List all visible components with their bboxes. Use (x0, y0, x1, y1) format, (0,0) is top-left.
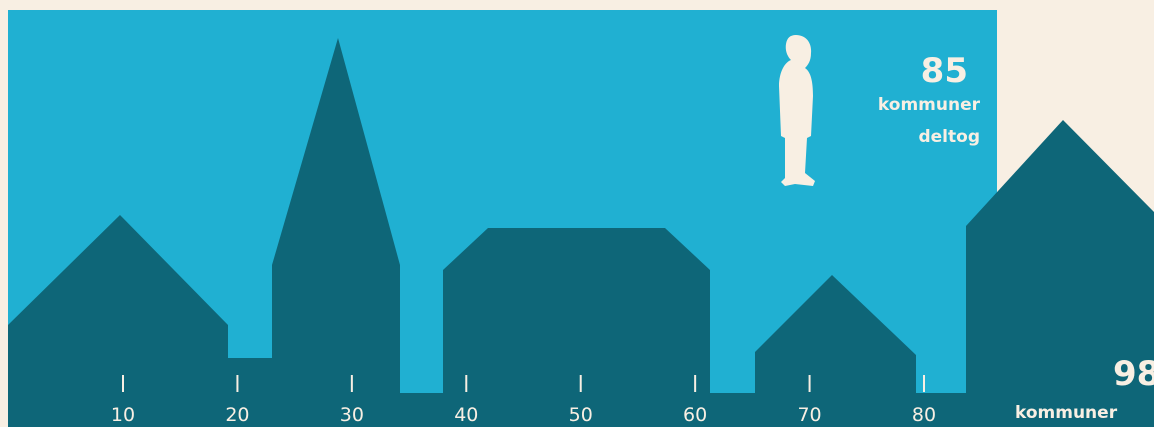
child-silhouette (779, 35, 815, 186)
tick-label: 70 (797, 404, 821, 426)
total-count: 98 (1113, 354, 1154, 394)
tick-label: 80 (912, 404, 936, 426)
scale: 10 20 30 40 50 60 70 80 (111, 375, 936, 426)
tick-label: 30 (340, 404, 364, 426)
participated-label: deltog (918, 127, 980, 147)
tick-label: 50 (569, 404, 593, 426)
participated-label: kommuner (878, 95, 981, 115)
tick-label: 40 (454, 404, 478, 426)
skyline (8, 38, 1154, 427)
participated-count: 85 (921, 51, 968, 91)
tick-label: 20 (225, 404, 249, 426)
total-label: kommuner (1015, 403, 1118, 423)
tick-label: 60 (683, 404, 707, 426)
tick-label: 10 (111, 404, 135, 426)
